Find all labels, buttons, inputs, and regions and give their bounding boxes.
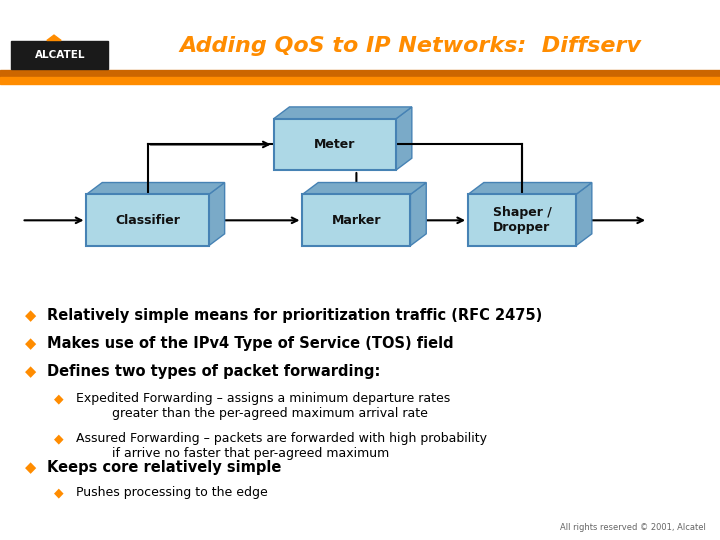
Bar — [0, 70, 720, 77]
Text: Classifier: Classifier — [115, 213, 180, 227]
Text: Assured Forwarding – packets are forwarded with high probability
         if arr: Assured Forwarding – packets are forward… — [76, 432, 487, 460]
Polygon shape — [576, 183, 592, 246]
Text: ◆: ◆ — [54, 392, 63, 405]
Text: ◆: ◆ — [25, 308, 37, 323]
FancyBboxPatch shape — [11, 41, 108, 69]
Polygon shape — [274, 107, 412, 119]
Polygon shape — [302, 183, 426, 194]
Text: ◆: ◆ — [54, 432, 63, 445]
Text: All rights reserved © 2001, Alcatel: All rights reserved © 2001, Alcatel — [559, 523, 706, 532]
Polygon shape — [396, 107, 412, 170]
FancyBboxPatch shape — [468, 194, 576, 246]
Text: Makes use of the IPv4 Type of Service (TOS) field: Makes use of the IPv4 Type of Service (T… — [47, 336, 454, 351]
FancyBboxPatch shape — [86, 194, 209, 246]
FancyBboxPatch shape — [302, 194, 410, 246]
Text: Keeps core relatively simple: Keeps core relatively simple — [47, 460, 282, 475]
Polygon shape — [209, 183, 225, 246]
Polygon shape — [86, 183, 225, 194]
FancyBboxPatch shape — [274, 119, 396, 170]
Polygon shape — [410, 183, 426, 246]
Text: Adding QoS to IP Networks:  Diffserv: Adding QoS to IP Networks: Diffserv — [179, 36, 642, 56]
Text: Defines two types of packet forwarding:: Defines two types of packet forwarding: — [47, 364, 380, 379]
Text: Expedited Forwarding – assigns a minimum departure rates
         greater than t: Expedited Forwarding – assigns a minimum… — [76, 392, 450, 420]
Text: Pushes processing to the edge: Pushes processing to the edge — [76, 486, 267, 499]
Text: ◆: ◆ — [54, 486, 63, 499]
Polygon shape — [468, 183, 592, 194]
Text: ◆: ◆ — [25, 336, 37, 351]
Text: Meter: Meter — [314, 138, 356, 151]
Polygon shape — [47, 35, 61, 40]
Bar — [0, 77, 720, 84]
Text: Shaper /
Dropper: Shaper / Dropper — [492, 206, 552, 234]
Text: Marker: Marker — [332, 213, 381, 227]
Text: ◆: ◆ — [25, 460, 37, 475]
Text: ◆: ◆ — [25, 364, 37, 379]
Text: Relatively simple means for prioritization traffic (RFC 2475): Relatively simple means for prioritizati… — [47, 308, 542, 323]
Text: ALCATEL: ALCATEL — [35, 50, 85, 60]
